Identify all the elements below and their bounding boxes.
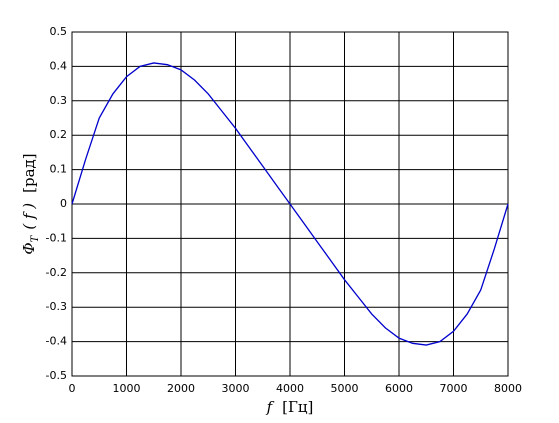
y-tick-label: -0.1 (46, 231, 67, 244)
x-tick-label: 1000 (113, 382, 141, 395)
y-tick-label: 0.4 (50, 59, 68, 72)
y-label-arg: ( f ) (20, 203, 38, 230)
data-line (71, 62, 509, 346)
x-tick-label: 3000 (222, 382, 250, 395)
y-tick-label: -0.2 (46, 266, 67, 279)
y-tick-label: -0.3 (46, 300, 67, 313)
y-tick-label: 0 (60, 197, 67, 210)
y-tick-label: -0.5 (46, 369, 67, 382)
x-tick-label: 5000 (331, 382, 359, 395)
y-tick-label: -0.4 (46, 335, 67, 348)
y-tick-label: 0.1 (50, 163, 68, 176)
y-tick-label: 0.2 (50, 128, 68, 141)
x-label-var: f (266, 398, 275, 416)
x-tick-label: 6000 (385, 382, 413, 395)
x-tick-label: 8000 (494, 382, 522, 395)
x-tick-label: 0 (69, 382, 76, 395)
x-tick-label: 4000 (276, 382, 304, 395)
x-axis-label: f [Гц] (266, 398, 314, 416)
y-label-unit: [рад] (20, 153, 38, 193)
x-tick-label: 7000 (440, 382, 468, 395)
y-tick-label: 0.5 (50, 25, 68, 38)
x-label-unit: [Гц] (282, 398, 313, 416)
y-label-var: Φ (20, 242, 38, 254)
y-tick-label: 0.3 (50, 94, 68, 107)
x-tick-label: 2000 (167, 382, 195, 395)
y-label-sub: T (30, 234, 41, 242)
y-axis-label: ΦT ( f ) [рад] (20, 153, 41, 254)
